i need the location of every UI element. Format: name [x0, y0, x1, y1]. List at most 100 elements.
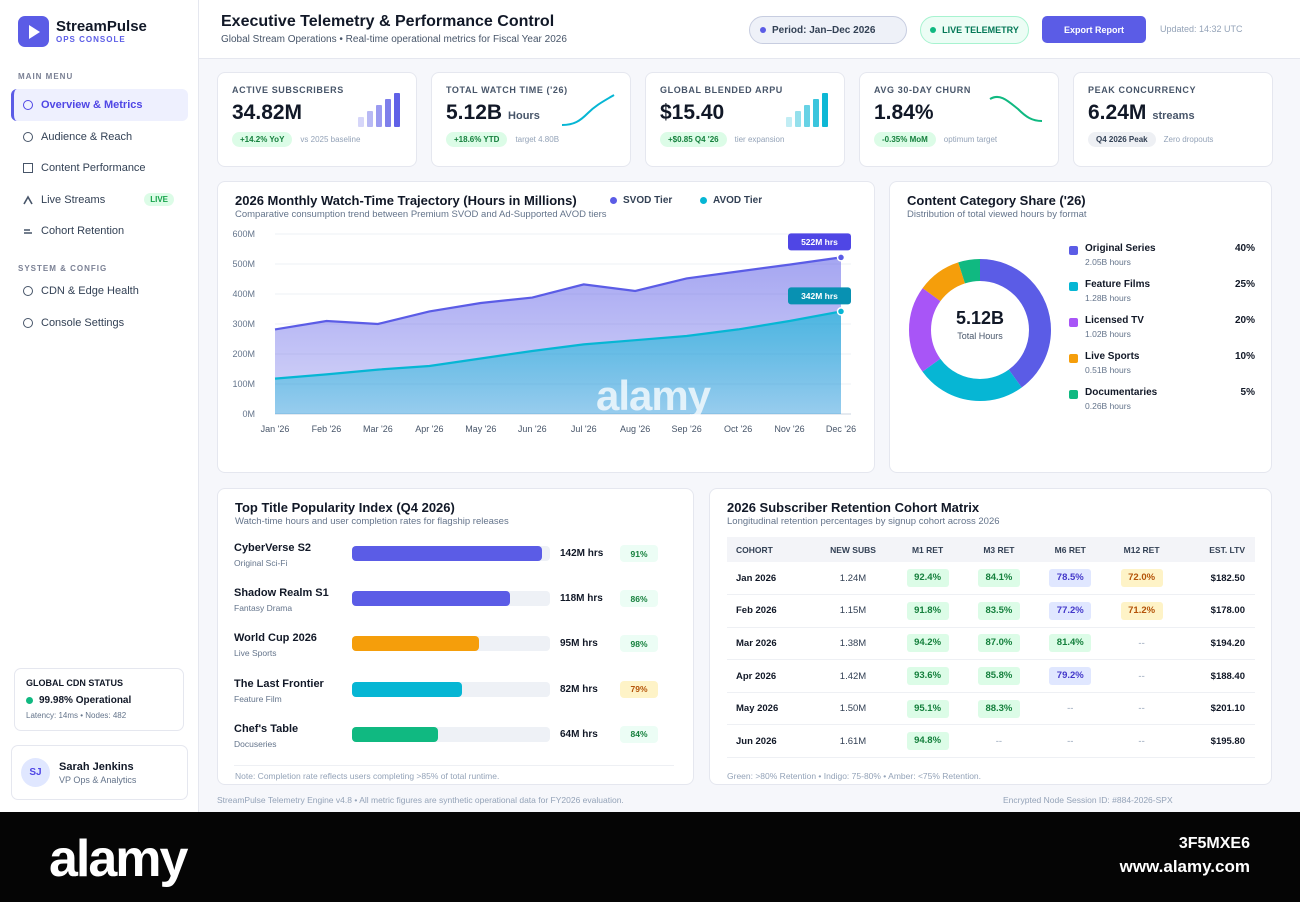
- kpi-card[interactable]: PEAK CONCURRENCY 6.24M streams Q4 2026 Peak…: [1073, 72, 1273, 167]
- sidebar-item-live-streams[interactable]: Live Streams LIVE: [11, 184, 188, 216]
- kpi-card[interactable]: GLOBAL BLENDED ARPU $15.40 +$0.85 Q4 '26 ti…: [645, 72, 845, 167]
- category-legend-item[interactable]: Feature Films 1.28B hours 25%: [1069, 279, 1255, 309]
- title-row[interactable]: Shadow Realm S1 Fantasy Drama 118M hrs 86%: [234, 587, 664, 627]
- donut-slice[interactable]: [909, 259, 1051, 401]
- retention-value: 88.3%: [977, 699, 1020, 718]
- est-ltv: $182.50: [1210, 572, 1245, 584]
- new-subs: 1.61M: [839, 735, 867, 747]
- watermark: alamy: [596, 372, 711, 419]
- est-ltv: $188.40: [1210, 670, 1245, 682]
- title-row[interactable]: World Cup 2026 Live Sports 95M hrs 98%: [234, 632, 664, 672]
- empty-cell: --: [1138, 703, 1145, 715]
- main-menu-heading: MAIN MENU: [18, 72, 74, 81]
- cohort-row[interactable]: Jan 2026 1.24M 92.4% 84.1% 78.5% 72.0% $182.50: [727, 562, 1255, 596]
- cohort-cell: 81.4%: [1034, 627, 1106, 661]
- x-tick-label: Jul '26: [571, 424, 597, 434]
- completion-rate-badge: 79%: [620, 680, 658, 698]
- cohort-cell: --: [1105, 659, 1178, 693]
- kpi-delta-pill: Q4 2026 Peak: [1088, 132, 1156, 147]
- category-legend-item[interactable]: Licensed TV 1.02B hours 20%: [1069, 315, 1255, 345]
- series-end-point[interactable]: [836, 253, 846, 262]
- category-name: Documentaries: [1085, 387, 1158, 398]
- cohort-cell: Jun 2026: [727, 724, 815, 759]
- cohort-cell: $178.00: [1177, 594, 1255, 628]
- y-tick-label: 300M: [232, 319, 255, 329]
- donut-slice[interactable]: [909, 259, 1051, 401]
- cohort-cell: 1.38M: [814, 627, 892, 661]
- est-ltv: $195.80: [1210, 735, 1245, 747]
- cohort-cell: --: [1034, 692, 1106, 726]
- kpi-sparkline: [989, 95, 1043, 122]
- title-row[interactable]: The Last Frontier Feature Film 82M hrs 79%: [234, 678, 664, 718]
- cohort-cell: 77.2%: [1034, 594, 1106, 628]
- user-profile-card[interactable]: SJ Sarah Jenkins VP Ops & Analytics: [11, 745, 188, 800]
- x-tick-label: Oct '26: [724, 424, 752, 434]
- kpi-card[interactable]: TOTAL WATCH TIME ('26) 5.12B Hours +18.6% Y…: [431, 72, 631, 167]
- category-legend-item[interactable]: Documentaries 0.26B hours 5%: [1069, 387, 1255, 417]
- kpi-label: ACTIVE SUBSCRIBERS: [232, 85, 344, 95]
- kpi-card[interactable]: AVG 30-DAY CHURN 1.84% -0.35% MoM optimum t…: [859, 72, 1059, 167]
- donut-slice[interactable]: [909, 259, 1051, 401]
- completion-rate-badge: 91%: [620, 545, 658, 562]
- retention-value: 94.2%: [906, 634, 949, 653]
- title-hours: 118M hrs: [560, 593, 603, 605]
- retention-value: 71.2%: [1120, 601, 1163, 620]
- x-tick-label: Mar '26: [363, 424, 393, 434]
- series-end-point[interactable]: [836, 307, 846, 316]
- retention-value: 84.1%: [977, 569, 1020, 588]
- retention-value: 94.8%: [906, 732, 949, 751]
- cdn-status-card[interactable]: GLOBAL CDN STATUS 99.98% Operational Lat…: [14, 668, 184, 731]
- sidebar-item-content-performance[interactable]: Content Performance: [11, 152, 188, 184]
- category-hours: 2.05B hours: [1085, 257, 1131, 267]
- y-tick-label: 200M: [232, 349, 255, 359]
- series-area-1: [275, 311, 841, 414]
- brand[interactable]: StreamPulse OPS CONSOLE: [18, 16, 147, 47]
- spark-bar: [358, 117, 364, 127]
- legend-avod-swatch: [700, 197, 707, 204]
- cohort-cell: 91.8%: [891, 594, 964, 628]
- cohort-month: Feb 2026: [736, 605, 777, 617]
- retention-value: 83.5%: [977, 601, 1020, 620]
- cohort-column-header: M12 RET: [1105, 537, 1178, 562]
- cohort-month: May 2026: [736, 703, 779, 715]
- sidebar-item-audience-reach[interactable]: Audience & Reach: [11, 121, 188, 153]
- title-name: Shadow Realm S1: [234, 587, 329, 600]
- sidebar-item-cdn-edge-health[interactable]: CDN & Edge Health: [11, 275, 188, 307]
- cohort-row[interactable]: Feb 2026 1.15M 91.8% 83.5% 77.2% 71.2% $178.00: [727, 594, 1255, 628]
- kpi-sparkline: [786, 93, 828, 127]
- kpi-sparkline: [561, 94, 615, 126]
- sidebar-item-cohort-retention[interactable]: Cohort Retention: [11, 215, 188, 247]
- period-dot-icon: [760, 27, 766, 33]
- sidebar-item-console-settings[interactable]: Console Settings: [11, 307, 188, 339]
- y-tick-label: 400M: [232, 289, 255, 299]
- title-genre: Docuseries: [234, 738, 277, 749]
- live-label: LIVE TELEMETRY: [942, 25, 1019, 35]
- kpi-card[interactable]: ACTIVE SUBSCRIBERS 34.82M +14.2% YoY vs 202…: [217, 72, 417, 167]
- retention-value: 78.5%: [1049, 569, 1092, 588]
- sidebar-item-overview-metrics[interactable]: Overview & Metrics: [11, 89, 188, 121]
- cohort-row[interactable]: Apr 2026 1.42M 93.6% 85.8% 79.2% -- $188.40: [727, 659, 1255, 693]
- kpi-label: PEAK CONCURRENCY: [1088, 85, 1197, 95]
- title-row[interactable]: Chef's Table Docuseries 64M hrs 84%: [234, 723, 664, 763]
- cohort-row[interactable]: May 2026 1.50M 95.1% 88.3% -- -- $201.10: [727, 692, 1255, 726]
- new-subs: 1.50M: [839, 703, 867, 715]
- kpi-note: target 4.80B: [515, 135, 560, 144]
- cohort-row[interactable]: Mar 2026 1.38M 94.2% 87.0% 81.4% -- $194.20: [727, 627, 1255, 661]
- legend-svod[interactable]: SVOD Tier: [610, 195, 672, 206]
- category-legend-item[interactable]: Original Series 2.05B hours 40%: [1069, 243, 1255, 273]
- period-selector[interactable]: Period: Jan–Dec 2026: [749, 16, 907, 44]
- title-name: World Cup 2026: [234, 632, 317, 645]
- category-legend-item[interactable]: Live Sports 0.51B hours 10%: [1069, 351, 1255, 381]
- retention-value: 87.0%: [977, 634, 1020, 653]
- export-report-button[interactable]: Export Report: [1042, 16, 1146, 43]
- title-bar: [352, 591, 511, 607]
- footer-left: StreamPulse Telemetry Engine v4.8 • All …: [217, 795, 624, 805]
- circle-icon: [23, 100, 33, 110]
- circle-icon: [23, 286, 33, 296]
- series-value-tag-label: 342M hrs: [801, 291, 838, 301]
- cohort-cell: --: [1034, 724, 1106, 759]
- title-row[interactable]: CyberVerse S2 Original Sci-Fi 142M hrs 91%: [234, 542, 664, 582]
- legend-avod[interactable]: AVOD Tier: [700, 195, 762, 206]
- live-telemetry-toggle[interactable]: LIVE TELEMETRY: [920, 16, 1029, 44]
- cohort-row[interactable]: Jun 2026 1.61M 94.8% -- -- -- $195.80: [727, 724, 1255, 759]
